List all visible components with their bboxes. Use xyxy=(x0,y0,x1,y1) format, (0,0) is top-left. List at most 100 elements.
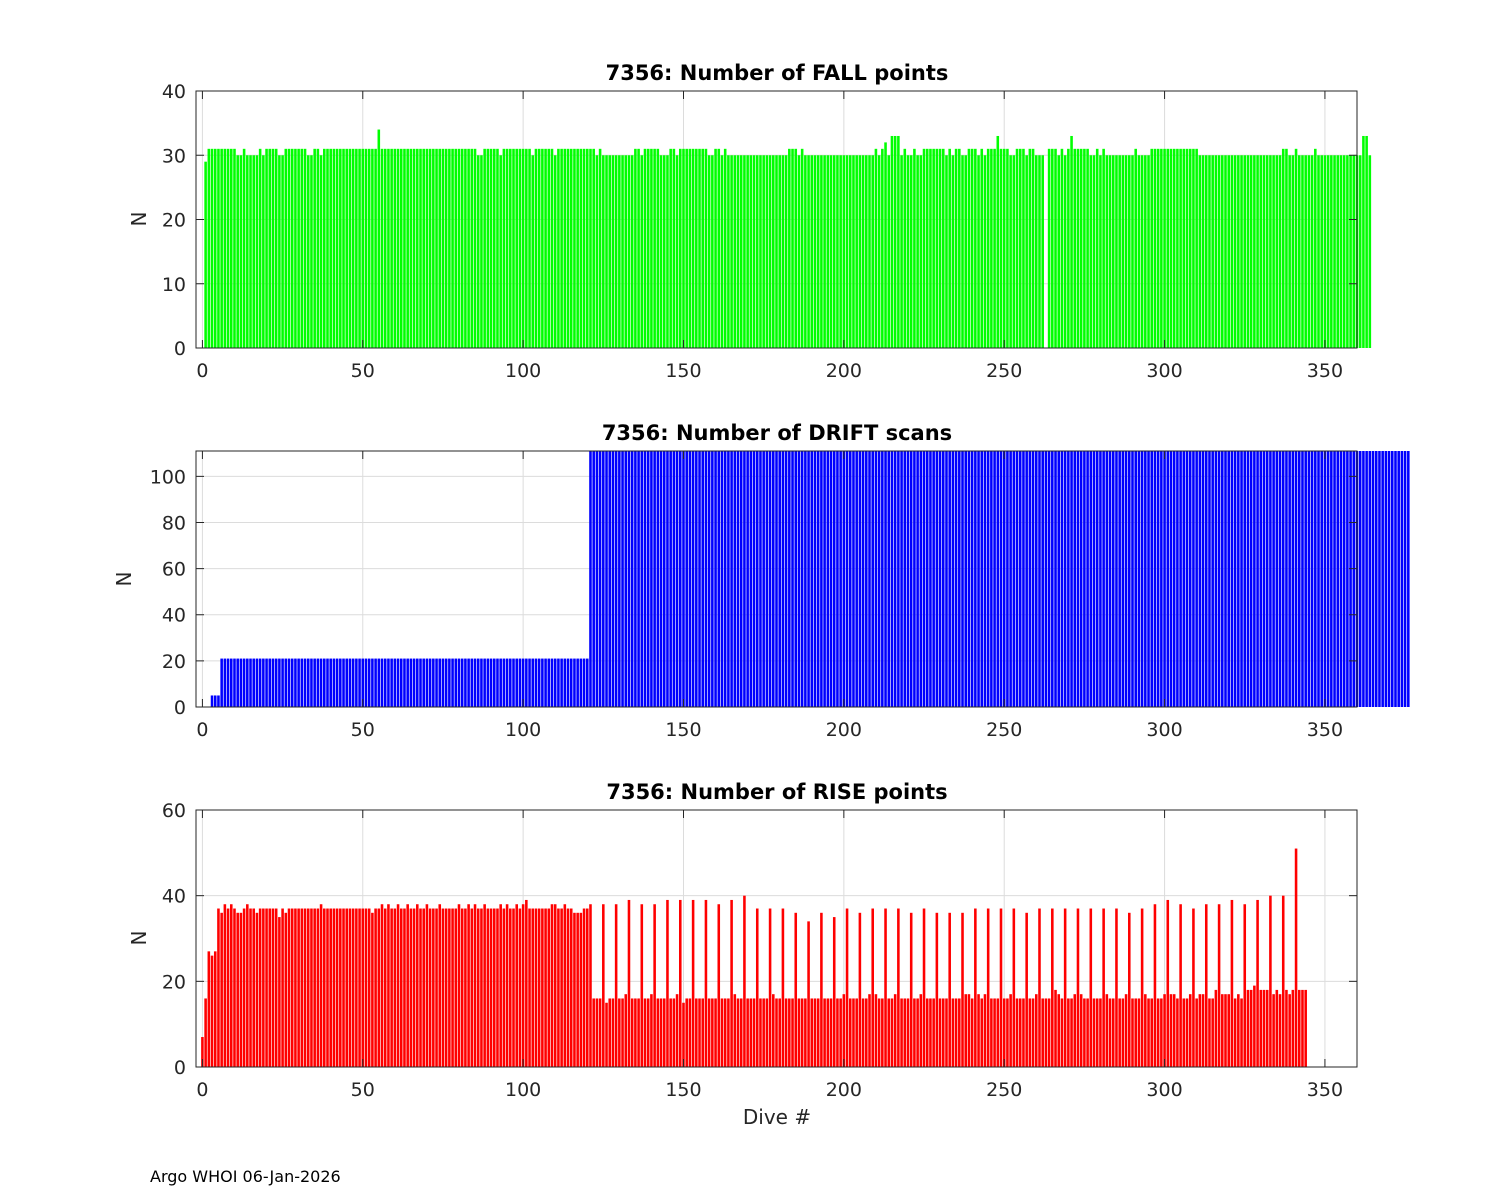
drift-bar xyxy=(1077,451,1080,707)
rise-bar xyxy=(1141,909,1144,1067)
fall-bar xyxy=(875,149,878,348)
drift-bar xyxy=(448,659,451,707)
fall-bar xyxy=(1067,149,1070,348)
fall-bar xyxy=(355,149,358,348)
drift-bar xyxy=(1115,451,1118,707)
fall-bar xyxy=(506,149,509,348)
fall-bar xyxy=(384,149,387,348)
rise-y-tick-label: 40 xyxy=(162,886,186,908)
rise-bar xyxy=(1179,904,1182,1067)
fall-bar xyxy=(403,149,406,348)
rise-x-tick-label: 350 xyxy=(1307,1079,1343,1101)
drift-bar xyxy=(1000,451,1003,707)
fall-bar xyxy=(1353,155,1356,348)
rise-bar xyxy=(910,913,913,1067)
rise-bar xyxy=(1269,896,1272,1067)
rise-bar xyxy=(496,909,499,1067)
drift-bar xyxy=(827,451,830,707)
rise-bar xyxy=(438,904,441,1067)
fall-bar xyxy=(1022,149,1025,348)
drift-bar xyxy=(810,451,813,707)
rise-bar xyxy=(759,998,762,1067)
fall-bar xyxy=(1346,155,1349,348)
fall-bar xyxy=(1308,155,1311,348)
fall-bar xyxy=(849,155,852,348)
drift-bar xyxy=(1394,451,1397,707)
rise-x-tick-label: 150 xyxy=(665,1079,701,1101)
rise-bar xyxy=(1080,994,1083,1067)
fall-bar xyxy=(948,149,951,348)
drift-bar xyxy=(368,659,371,707)
drift-bar xyxy=(1029,451,1032,707)
drift-bar xyxy=(506,659,509,707)
fall-bar xyxy=(814,155,817,348)
drift-bar xyxy=(1218,451,1221,707)
rise-bar xyxy=(984,994,987,1067)
fall-bar xyxy=(333,149,336,348)
fall-bar xyxy=(660,155,663,348)
rise-bar xyxy=(416,904,419,1067)
rise-bar xyxy=(865,998,868,1067)
fall-bar xyxy=(410,149,413,348)
fall-bar xyxy=(1317,155,1320,348)
rise-bar xyxy=(1250,990,1253,1067)
drift-bar xyxy=(734,451,737,707)
rise-bar xyxy=(410,909,413,1067)
fall-bar xyxy=(1320,155,1323,348)
fall-bar xyxy=(1073,149,1076,348)
drift-bar xyxy=(974,451,977,707)
rise-bar xyxy=(794,913,797,1067)
drift-bar xyxy=(775,451,778,707)
rise-bar xyxy=(474,904,477,1067)
rise-bar xyxy=(464,909,467,1067)
fall-bar xyxy=(775,155,778,348)
drift-bar xyxy=(275,659,278,707)
rise-bar xyxy=(310,909,313,1067)
fall-bar xyxy=(503,149,506,348)
rise-bar xyxy=(634,998,637,1067)
drift-x-tick-label: 300 xyxy=(1146,719,1182,741)
drift-bar xyxy=(240,659,243,707)
fall-bar xyxy=(1173,149,1176,348)
fall-bar xyxy=(1250,155,1253,348)
fall-bar xyxy=(1154,149,1157,348)
fall-bar xyxy=(499,155,502,348)
rise-bar xyxy=(1051,909,1054,1067)
rise-bar xyxy=(1292,990,1295,1067)
fall-bar xyxy=(862,155,865,348)
drift-bar xyxy=(653,451,656,707)
fall-bar xyxy=(634,149,637,348)
fall-bar xyxy=(525,149,528,348)
rise-bar xyxy=(551,904,554,1067)
fall-bar xyxy=(637,149,640,348)
fall-bar xyxy=(772,155,775,348)
drift-bar xyxy=(740,451,743,707)
drift-bar xyxy=(1378,451,1381,707)
drift-bar xyxy=(977,451,980,707)
fall-bar xyxy=(1029,149,1032,348)
rise-bar xyxy=(477,909,480,1067)
fall-bar xyxy=(1285,149,1288,348)
fall-bar xyxy=(1343,155,1346,348)
rise-bar xyxy=(1102,909,1105,1067)
rise-bar xyxy=(426,904,429,1067)
drift-bar xyxy=(624,451,627,707)
fall-bar xyxy=(371,149,374,348)
fall-bar xyxy=(801,149,804,348)
drift-bar xyxy=(916,451,919,707)
rise-bar xyxy=(204,998,207,1067)
rise-bar xyxy=(916,998,919,1067)
rise-bar xyxy=(230,904,233,1067)
fall-bar xyxy=(1304,155,1307,348)
fall-bar xyxy=(657,149,660,348)
rise-bar xyxy=(596,998,599,1067)
fall-bar xyxy=(378,130,381,348)
rise-bar xyxy=(1295,849,1298,1067)
fall-x-tick-label: 150 xyxy=(665,360,701,382)
drift-bar xyxy=(830,451,833,707)
drift-bar xyxy=(548,659,551,707)
rise-bar xyxy=(1109,998,1112,1067)
drift-bar xyxy=(531,659,534,707)
drift-bar xyxy=(871,451,874,707)
drift-x-tick-label: 100 xyxy=(505,719,541,741)
